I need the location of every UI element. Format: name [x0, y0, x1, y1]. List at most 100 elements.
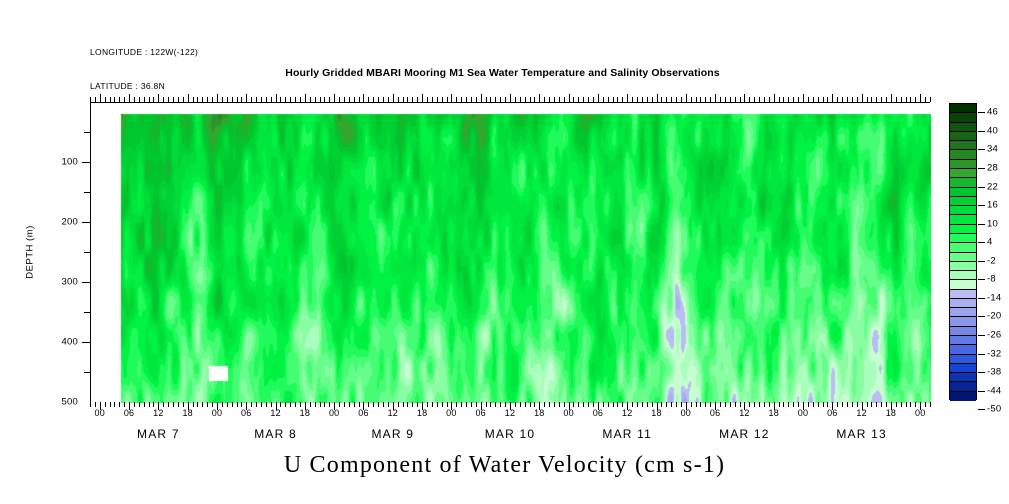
x-axis-hour-label: 00	[563, 408, 574, 418]
x-axis-tick	[915, 402, 917, 407]
colorbar-band	[950, 187, 976, 197]
x-axis-hour-label: 18	[182, 408, 193, 418]
x-axis-tick-top	[734, 97, 736, 102]
x-axis-tick	[90, 402, 91, 407]
y-axis-tick	[82, 162, 90, 163]
colorbar-band	[950, 178, 976, 188]
x-axis-day-label: MAR 9	[371, 427, 415, 441]
x-axis-tick-top	[260, 97, 262, 102]
x-axis-tick	[256, 402, 258, 407]
x-axis-tick-top	[241, 97, 243, 102]
colorbar-label: 16	[987, 199, 998, 211]
x-axis-day-label: MAR 12	[719, 427, 770, 441]
x-axis-tick	[710, 402, 712, 407]
x-axis-tick	[290, 402, 292, 407]
x-axis-tick-top	[270, 97, 272, 102]
x-axis-tick	[373, 402, 375, 407]
colorbar-label: -2	[987, 255, 996, 267]
x-axis-tick-top	[475, 97, 477, 102]
x-axis-hour-label: 18	[416, 408, 428, 418]
x-axis-tick	[207, 402, 209, 407]
x-axis-tick-top	[915, 97, 917, 102]
x-axis-tick	[602, 402, 604, 407]
x-axis-tick-top	[588, 97, 590, 102]
x-axis-tick-top	[729, 97, 731, 102]
x-axis-tick	[807, 402, 809, 407]
x-axis-tick-top	[881, 97, 883, 102]
x-axis-tick-top	[895, 97, 897, 102]
x-axis-tick-top	[505, 97, 507, 102]
x-axis-tick	[920, 402, 922, 410]
x-axis-tick	[856, 402, 858, 407]
x-axis-tick-top	[661, 97, 663, 102]
x-axis-tick-top	[221, 97, 223, 102]
x-axis-tick	[216, 402, 218, 410]
x-axis-tick-top	[383, 97, 385, 102]
x-axis-tick	[597, 402, 599, 410]
x-axis-tick-top	[353, 97, 355, 102]
x-axis-tick-top	[720, 97, 721, 102]
colorbar-label: -50	[987, 403, 1002, 415]
x-axis-tick	[500, 402, 502, 407]
x-axis-tick-top	[573, 97, 575, 102]
x-axis-tick-top	[173, 97, 175, 102]
x-axis-hour-label: 00	[797, 408, 809, 418]
x-axis-tick	[890, 402, 892, 410]
colorbar-tick	[978, 112, 985, 114]
x-axis-tick-top	[148, 97, 150, 102]
x-axis-tick	[461, 402, 463, 407]
x-axis-tick-top	[343, 97, 345, 102]
x-axis-tick-top	[490, 97, 492, 102]
x-axis-tick	[837, 402, 839, 407]
x-axis-tick-top	[422, 94, 424, 102]
x-axis-tick-top	[295, 97, 297, 102]
x-axis-tick	[881, 402, 883, 407]
x-axis-tick-top	[803, 94, 805, 102]
colorbar	[949, 103, 977, 401]
x-axis-tick-top	[514, 97, 516, 102]
x-axis-tick-top	[236, 97, 238, 102]
x-axis-tick	[690, 402, 692, 407]
x-axis-tick-top	[177, 97, 179, 102]
x-axis-tick	[617, 402, 619, 407]
x-axis-tick	[402, 402, 404, 407]
x-axis-tick	[99, 402, 101, 410]
x-axis-tick	[490, 402, 492, 407]
x-axis-hour-label: 18	[768, 408, 779, 418]
x-axis-tick	[431, 402, 433, 407]
x-axis-tick-top	[138, 97, 140, 102]
x-axis-tick-top	[817, 97, 819, 102]
y-axis-tick	[84, 372, 90, 373]
x-axis-tick	[353, 402, 355, 407]
x-axis-tick	[343, 402, 345, 407]
x-axis-tick	[119, 402, 121, 407]
x-axis-tick-top	[861, 94, 863, 102]
x-axis-tick-top	[168, 97, 170, 102]
x-axis-tick	[470, 402, 472, 407]
x-axis-tick-top	[275, 94, 277, 102]
x-axis-tick	[163, 402, 165, 407]
x-axis-hour-label: 00	[328, 408, 340, 418]
x-axis-tick	[534, 402, 536, 407]
x-axis-hour-label: 12	[387, 408, 398, 418]
x-axis-tick	[109, 402, 111, 407]
x-axis-tick	[309, 402, 311, 407]
x-axis-tick-top	[368, 97, 370, 102]
x-axis-tick-top	[143, 97, 145, 102]
x-axis-tick-top	[856, 97, 858, 102]
x-axis-tick	[739, 402, 741, 407]
x-axis-tick-top	[124, 97, 126, 102]
x-axis-day-label: MAR 13	[836, 427, 887, 441]
x-axis-tick	[734, 402, 736, 407]
x-axis-tick-top	[676, 97, 678, 102]
x-axis-tick-top	[114, 97, 116, 102]
x-axis-tick	[632, 402, 634, 407]
x-axis-tick-top	[158, 94, 160, 102]
x-axis-tick-top	[256, 97, 258, 102]
colorbar-label: -8	[987, 273, 996, 285]
x-axis-tick-top	[358, 97, 360, 102]
x-axis-tick-top	[314, 97, 316, 102]
x-axis-tick	[886, 402, 888, 407]
x-axis-tick-top	[495, 97, 497, 102]
x-axis-tick	[812, 402, 814, 407]
